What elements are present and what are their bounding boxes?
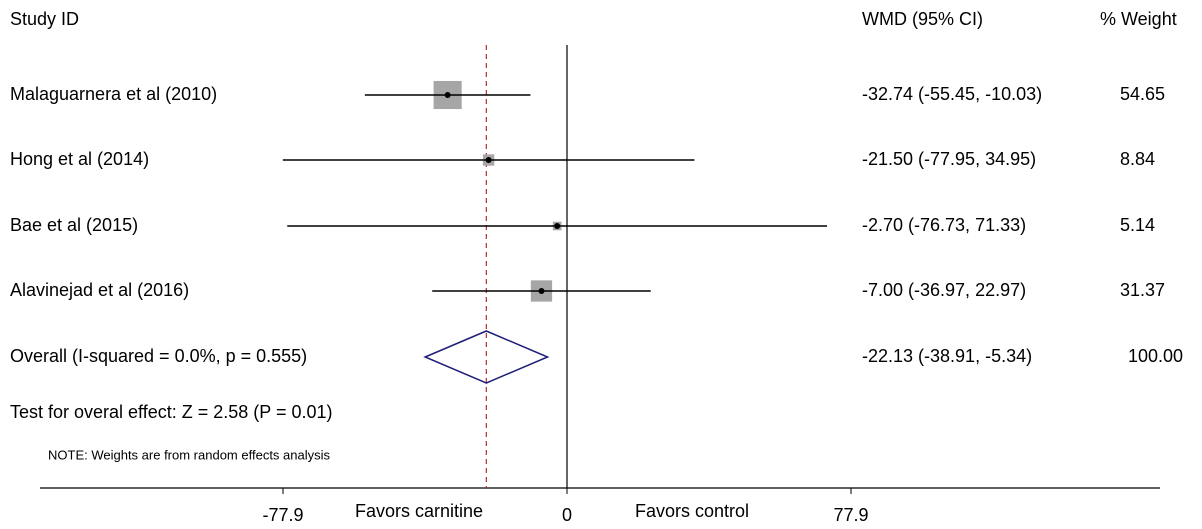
overall-diamond	[423, 330, 550, 384]
test-label: Test for overal effect: Z = 2.58 (P = 0.…	[10, 402, 333, 422]
overall-weight-label: 100.00	[1128, 346, 1183, 366]
effect-label: -21.50 (-77.95, 34.95)	[862, 149, 1036, 169]
weight-label: 5.14	[1120, 215, 1155, 235]
favors-left: Favors carnitine	[355, 501, 483, 521]
note: NOTE: Weights are from random effects an…	[48, 447, 331, 462]
effect-label: -32.74 (-55.45, -10.03)	[862, 84, 1042, 104]
weight-label: 54.65	[1120, 84, 1165, 104]
point-estimate	[554, 223, 561, 229]
study-label: Alavinejad et al (2016)	[10, 280, 189, 300]
study-header: Study ID	[10, 9, 79, 29]
study-label: Malaguarnera et al (2010)	[10, 84, 217, 104]
point-estimate	[444, 92, 451, 98]
weight-label: 8.84	[1120, 149, 1155, 169]
effect-label: -7.00 (-36.97, 22.97)	[862, 280, 1026, 300]
point-estimate	[538, 288, 545, 294]
effect-header: WMD (95% CI)	[862, 9, 983, 29]
study-label: Bae et al (2015)	[10, 215, 138, 235]
study-label: Hong et al (2014)	[10, 149, 149, 169]
x-tick-label: 77.9	[833, 505, 868, 525]
x-tick-label: 0	[562, 505, 572, 525]
effect-label: -2.70 (-76.73, 71.33)	[862, 215, 1026, 235]
overall-label: Overall (I-squared = 0.0%, p = 0.555)	[10, 346, 307, 366]
overall-effect-label: -22.13 (-38.91, -5.34)	[862, 346, 1032, 366]
weight-label: 31.37	[1120, 280, 1165, 300]
point-estimate	[485, 157, 492, 163]
weight-header: % Weight	[1100, 9, 1177, 29]
favors-right: Favors control	[635, 501, 749, 521]
x-tick-label: -77.9	[262, 505, 303, 525]
